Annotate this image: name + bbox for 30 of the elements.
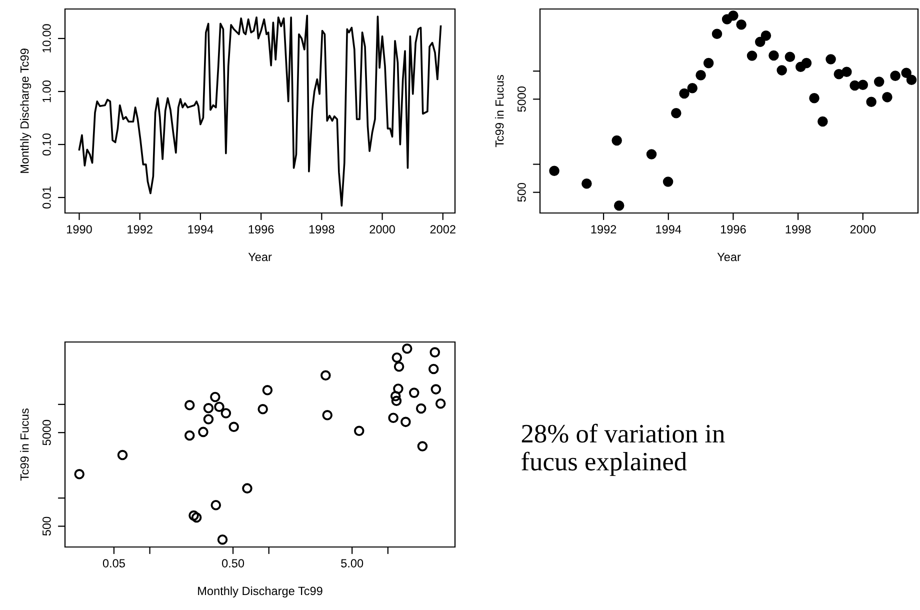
y-tick-label: 500 <box>42 516 51 536</box>
x-tick-label: 1996 <box>720 225 746 234</box>
x-tick-label: 1998 <box>786 225 811 234</box>
x-tick-label: 1994 <box>656 225 682 234</box>
x-tick-label: 2000 <box>370 225 395 234</box>
x-tick-label: 1994 <box>188 225 214 234</box>
x-axis-title: Year <box>717 252 741 262</box>
x-tick-label: 5.00 <box>341 559 364 568</box>
x-tick-label: 1990 <box>67 225 92 234</box>
x-tick-label: 0.50 <box>222 559 244 568</box>
x-axis-title: Monthly Discharge Tc99 <box>198 586 322 598</box>
x-tick-label: 1992 <box>591 225 616 234</box>
y-tick-label: 5000 <box>518 86 526 112</box>
y-axis-title: Tc99 in Fucus <box>495 75 504 148</box>
x-axis-title: Year <box>248 252 272 262</box>
y-tick-label: 10.00 <box>42 24 51 52</box>
y-tick-label: 0.10 <box>42 133 51 156</box>
y-tick-label: 0.01 <box>42 186 51 209</box>
y-axis-title: Monthly Discharge Tc99 <box>20 48 32 173</box>
x-tick-label: 2000 <box>850 225 876 234</box>
x-tick-label: 1998 <box>309 225 334 234</box>
x-tick-label: 1992 <box>128 225 152 234</box>
y-tick-label: 1.00 <box>42 80 51 102</box>
x-tick-label: 2002 <box>430 225 456 234</box>
y-tick-label: 5000 <box>42 420 51 446</box>
y-tick-label: 500 <box>518 182 526 202</box>
x-tick-label: 1996 <box>248 225 274 234</box>
text: 28% of variation in fucus explained <box>522 424 725 476</box>
y-axis-title: Tc99 in Fucus <box>20 408 29 481</box>
x-tick-label: 0.05 <box>102 559 125 568</box>
